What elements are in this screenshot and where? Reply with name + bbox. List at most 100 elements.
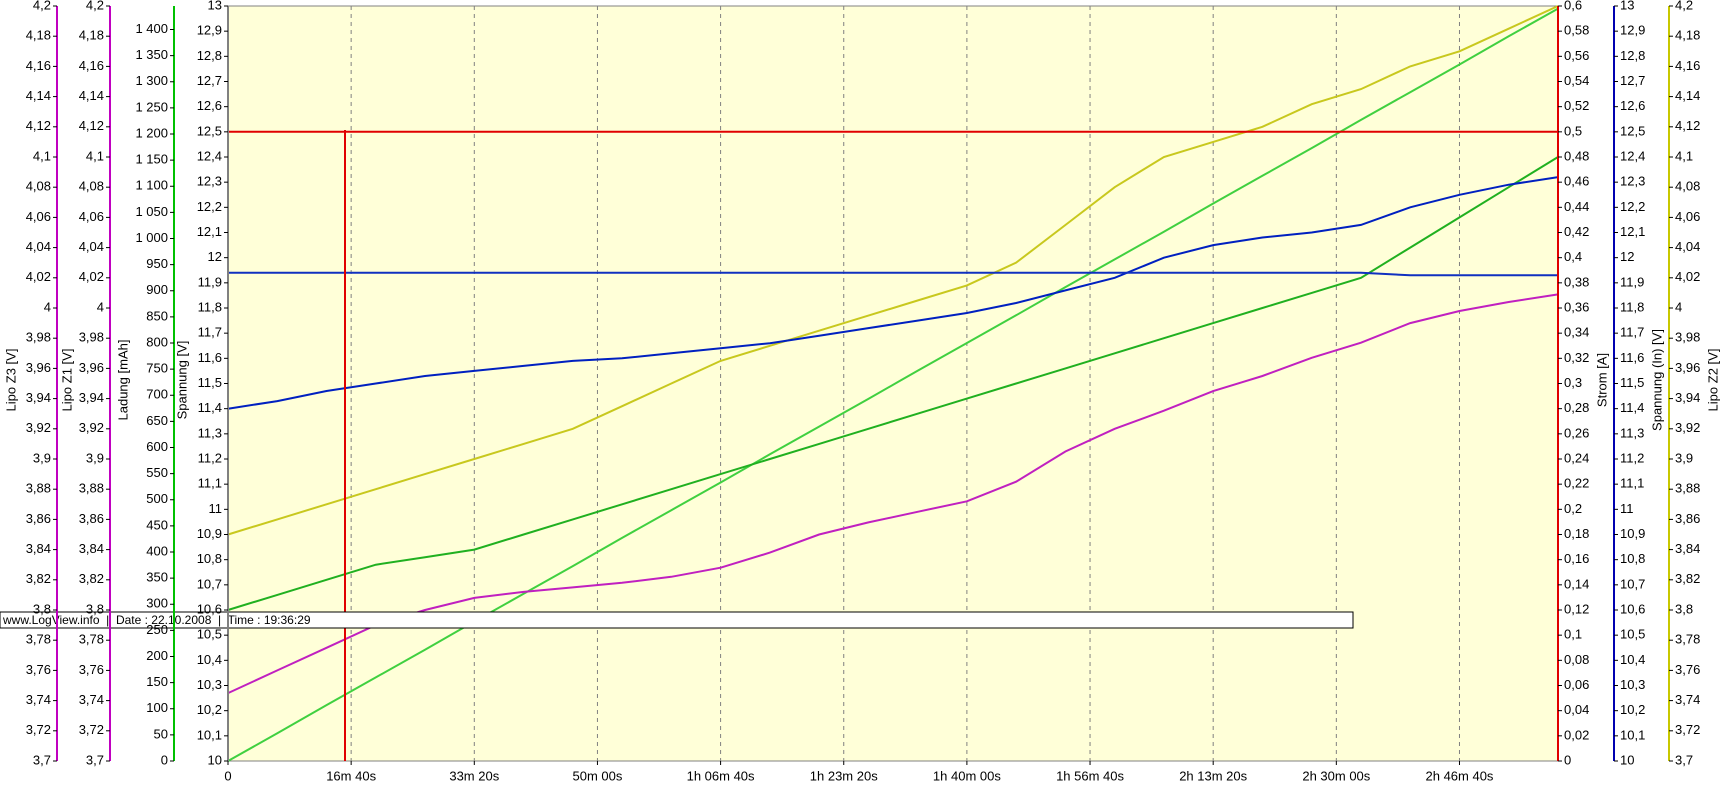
y-tick-label: 11,1 xyxy=(1620,476,1644,491)
y-tick-label: 3,96 xyxy=(1675,360,1700,375)
y-tick-label: 3,8 xyxy=(1675,601,1693,616)
y-tick-label: 1 050 xyxy=(135,204,168,219)
axis-title: Lipo Z2 [V] xyxy=(1705,349,1720,412)
y-tick-label: 3,94 xyxy=(26,390,51,405)
y-tick-label: 10,6 xyxy=(1620,601,1645,616)
series-line xyxy=(227,5,1559,536)
y-tick-label: 3,86 xyxy=(26,511,51,526)
y-tick-label: 11 xyxy=(209,501,223,516)
annotation-box xyxy=(0,611,1354,629)
y-tick-label: 12,4 xyxy=(1620,148,1645,163)
y-tick-label: 3,72 xyxy=(26,722,51,737)
y-tick-label: 4,06 xyxy=(79,209,104,224)
axis-title: Spannung (In) [V] xyxy=(1649,329,1664,431)
y-tick-label: 3,94 xyxy=(79,390,104,405)
y-tick-label: 0,6 xyxy=(1564,0,1582,12)
series-line xyxy=(228,271,1558,277)
y-tick-label: 3,92 xyxy=(1675,420,1700,435)
y-tick-label: 3,7 xyxy=(33,752,51,767)
annotation: www.LogView.info | Date : 22.10.2008 | T… xyxy=(2,613,311,627)
y-tick-label: 11,9 xyxy=(198,274,222,289)
y-tick-label: 4,08 xyxy=(79,179,104,194)
y-tick-label: 3,98 xyxy=(79,330,104,345)
y-tick-label: 0 xyxy=(161,752,168,767)
y-tick-label: 3,74 xyxy=(1675,692,1700,707)
y-tick-label: 10,8 xyxy=(197,551,222,566)
y-tick-label: 13 xyxy=(1620,0,1634,12)
y-tick-label: 12,9 xyxy=(197,23,222,38)
y-tick-label: 11,4 xyxy=(1620,400,1644,415)
y-tick-label: 50 xyxy=(154,726,168,741)
y-tick-label: 1 250 xyxy=(135,99,168,114)
y-tick-label: 3,94 xyxy=(1675,390,1700,405)
y-tick-label: 11 xyxy=(1620,501,1634,516)
y-tick-label: 0 xyxy=(1564,752,1571,767)
y-tick-label: 11,5 xyxy=(198,375,222,390)
y-tick-label: 0,36 xyxy=(1564,299,1589,314)
y-tick-label: 0,38 xyxy=(1564,274,1589,289)
y-tick-label: 1 350 xyxy=(135,47,168,62)
y-tick-label: 600 xyxy=(146,439,168,454)
y-tick-label: 3,88 xyxy=(79,481,104,496)
y-tick-label: 12,6 xyxy=(197,98,222,113)
y-tick-label: 12,5 xyxy=(1620,123,1645,138)
y-tick-label: 400 xyxy=(146,543,168,558)
y-tick-label: 3,76 xyxy=(1675,662,1700,677)
y-tick-label: 10 xyxy=(1620,752,1634,767)
y-tick-label: 12 xyxy=(1620,249,1634,264)
y-tick-label: 3,78 xyxy=(1675,632,1700,647)
y-tick-label: 0,22 xyxy=(1564,476,1589,491)
y-tick-label: 12,9 xyxy=(1620,23,1645,38)
y-tick-label: 3,82 xyxy=(26,571,51,586)
series-line xyxy=(227,156,1559,611)
y-tick-label: 10,5 xyxy=(1620,627,1645,642)
axis-title: Strom [A] xyxy=(1594,353,1609,407)
y-tick-label: 0,52 xyxy=(1564,98,1589,113)
y-tick-label: 750 xyxy=(146,361,168,376)
y-tick-label: 0,08 xyxy=(1564,652,1589,667)
y-tick-label: 950 xyxy=(146,256,168,271)
y-tick-label: 3,74 xyxy=(79,692,104,707)
y-tick-label: 10,1 xyxy=(1620,727,1645,742)
y-tick-label: 10,4 xyxy=(197,652,222,667)
y-tick-label: 10 xyxy=(208,752,222,767)
y-tick-label: 1 000 xyxy=(135,230,168,245)
y-tick-label: 11,2 xyxy=(1620,450,1644,465)
y-tick-label: 10,3 xyxy=(1620,677,1645,692)
y-tick-label: 3,78 xyxy=(79,632,104,647)
y-tick-label: 11,4 xyxy=(198,400,222,415)
y-tick-label: 4,02 xyxy=(1675,269,1700,284)
x-tick-label: 50m 00s xyxy=(573,768,623,783)
x-tick-label: 1h 06m 40s xyxy=(687,768,755,783)
y-tick-label: 4,16 xyxy=(1675,58,1700,73)
y-tick-label: 4,04 xyxy=(79,239,104,254)
y-tick-label: 4,02 xyxy=(26,269,51,284)
y-tick-label: 3,92 xyxy=(26,420,51,435)
y-tick-label: 0,12 xyxy=(1564,601,1589,616)
y-tick-label: 0,46 xyxy=(1564,174,1589,189)
y-tick-label: 550 xyxy=(146,465,168,480)
y-tick-label: 0,02 xyxy=(1564,727,1589,742)
y-tick-label: 3,7 xyxy=(86,752,104,767)
y-tick-label: 300 xyxy=(146,596,168,611)
y-tick-label: 0,42 xyxy=(1564,224,1589,239)
y-tick-label: 450 xyxy=(146,517,168,532)
y-tick-label: 3,72 xyxy=(1675,722,1700,737)
series-line xyxy=(227,293,1559,695)
y-tick-label: 11,7 xyxy=(198,325,222,340)
y-tick-label: 0,18 xyxy=(1564,526,1589,541)
y-tick-label: 0,2 xyxy=(1564,501,1582,516)
y-tick-label: 4,2 xyxy=(1675,0,1693,12)
y-tick-label: 10,5 xyxy=(197,627,222,642)
y-tick-label: 11,7 xyxy=(1620,325,1644,340)
y-tick-label: 3,82 xyxy=(1675,571,1700,586)
y-tick-label: 3,96 xyxy=(26,360,51,375)
y-tick-label: 4,2 xyxy=(86,0,104,12)
x-tick-label: 2h 13m 20s xyxy=(1179,768,1247,783)
y-tick-label: 11,6 xyxy=(1620,350,1644,365)
y-tick-label: 11,3 xyxy=(1620,425,1644,440)
y-tick-label: 3,98 xyxy=(26,330,51,345)
y-tick-label: 4,06 xyxy=(1675,209,1700,224)
